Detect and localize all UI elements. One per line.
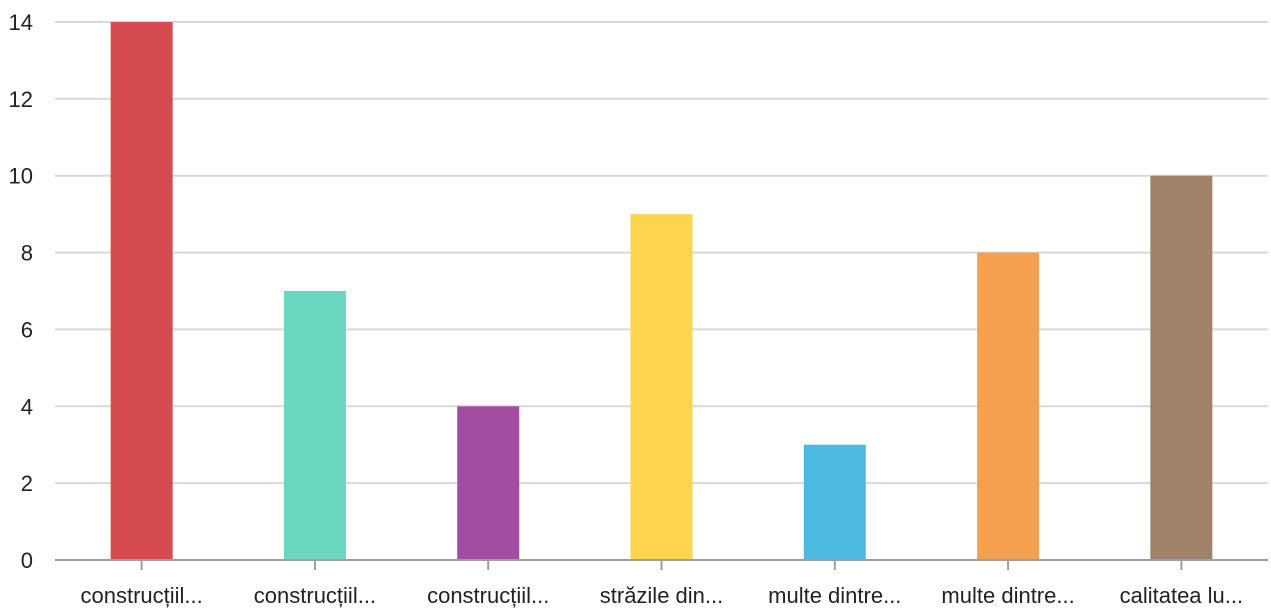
x-tick-label: construcțiil... [81,583,203,608]
y-tick-label: 12 [9,87,33,112]
bar [110,22,173,560]
x-tick-label: multe dintre... [768,583,901,608]
bars [110,22,1213,561]
y-tick-label: 10 [9,164,33,189]
x-axis: construcțiil... construcțiil... construcți… [81,560,1244,608]
x-tick-label: multe dintre... [941,583,1074,608]
bar [457,406,520,560]
y-tick-label: 8 [21,241,33,266]
bar [283,291,346,560]
y-tick-label: 6 [21,317,33,342]
bar [803,444,866,560]
y-tick-label: 0 [21,548,33,573]
y-tick-label: 14 [9,10,33,35]
bar [1150,175,1213,560]
x-tick-label: calitatea lu... [1120,583,1244,608]
x-tick-label: construcțiil... [254,583,376,608]
y-tick-label: 4 [21,394,33,419]
x-tick-label: construcțiil... [427,583,549,608]
bar [630,214,693,560]
y-tick-label: 2 [21,471,33,496]
x-tick-label: străzile din... [600,583,724,608]
bar [977,252,1040,561]
y-axis: 0 2 4 6 8 10 12 14 [9,10,33,573]
